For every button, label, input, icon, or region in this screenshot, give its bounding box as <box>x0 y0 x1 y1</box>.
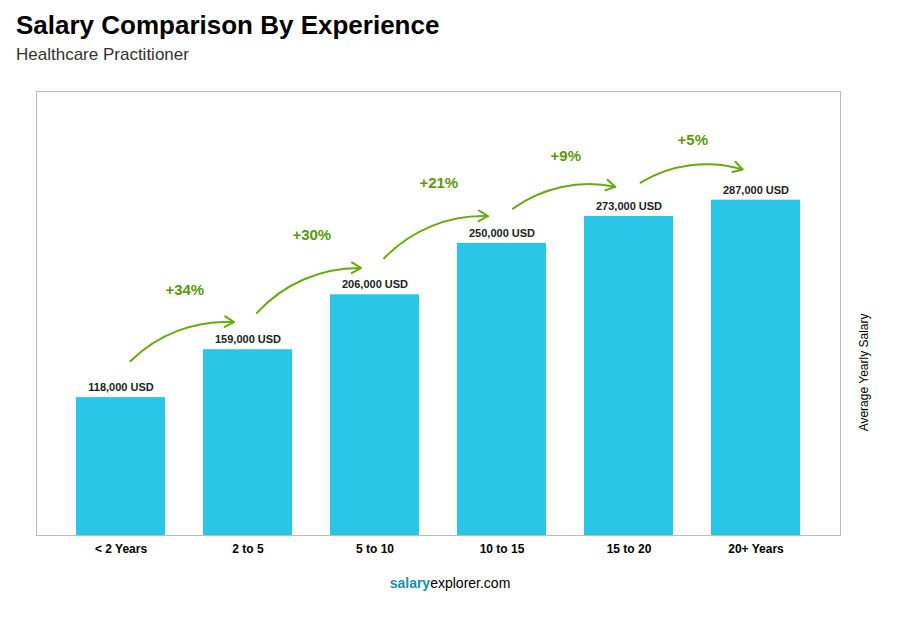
svg-text:118,000 USD: 118,000 USD <box>88 381 153 393</box>
html-text:salary explorer.com: salary explorer.com <box>389 575 511 591</box>
svg-text:< 2 Years: < 2 Years <box>95 542 147 556</box>
svg-text:+5%: +5% <box>678 131 708 148</box>
svg-text:10 to 15: 10 to 15 <box>480 542 525 556</box>
svg-text:206,000 USD: 206,000 USD <box>342 278 408 290</box>
svg-text:250,000 USD: 250,000 USD <box>469 227 535 239</box>
html-text:Healthcare Practitioner: Healthcare Practitioner <box>16 45 189 64</box>
svg-text:20+ Years: 20+ Years <box>728 542 784 556</box>
svg-text:+30%: +30% <box>292 226 331 243</box>
svg-text:+34%: +34% <box>165 281 204 298</box>
svg-text:15 to 20: 15 to 20 <box>607 542 652 556</box>
svg-text:2 to 5: 2 to 5 <box>232 542 264 556</box>
svg-text:Average Yearly Salary: Average Yearly Salary <box>857 314 871 432</box>
svg-text:5 to 10: 5 to 10 <box>356 542 394 556</box>
svg-text:273,000 USD: 273,000 USD <box>596 200 662 212</box>
svg-text:+21%: +21% <box>419 174 458 191</box>
svg-text:287,000 USD: 287,000 USD <box>723 184 789 196</box>
svg-text:159,000 USD: 159,000 USD <box>215 333 281 345</box>
html-text:Salary Comparison By Experienc: Salary Comparison By Experience <box>16 10 440 40</box>
svg-text:+9%: +9% <box>551 147 581 164</box>
